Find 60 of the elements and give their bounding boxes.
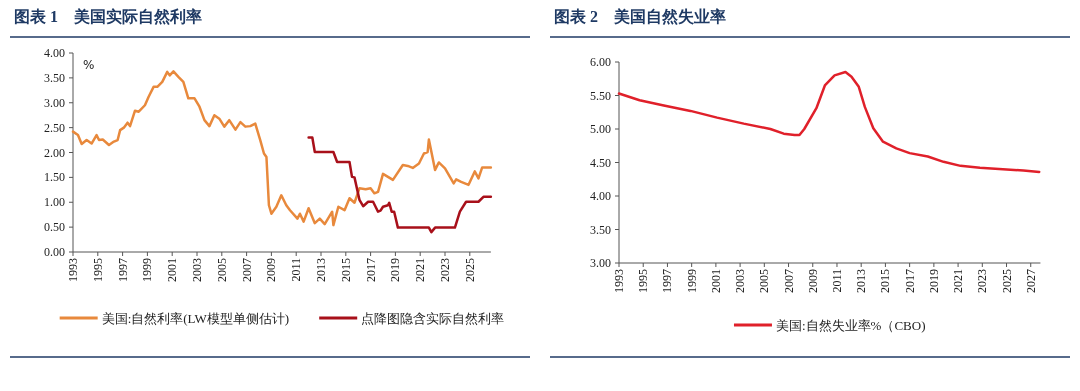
x-tick-label: 2001 [165, 258, 180, 282]
x-tick-label: 2005 [214, 258, 229, 282]
x-tick-label: 2011 [289, 258, 304, 282]
y-tick-label: 1.00 [44, 195, 65, 210]
y-tick-label: 4.00 [44, 46, 65, 60]
y-tick-label: 5.50 [590, 88, 611, 103]
line-series [617, 70, 1041, 174]
x-tick-label: 1995 [636, 269, 651, 293]
x-tick-label: 2003 [733, 269, 748, 293]
x-tick-label: 2017 [363, 258, 378, 282]
y-tick-label: 3.50 [44, 70, 65, 85]
x-tick-label: 2009 [805, 269, 820, 293]
x-tick-label: 2019 [388, 258, 403, 282]
y-tick-label: 0.50 [44, 220, 65, 235]
x-tick-label: 2021 [951, 269, 966, 293]
y-tick-label: 3.50 [590, 222, 611, 237]
legend-label: 点降图隐含实际自然利率 [361, 311, 505, 326]
x-tick-label: 2011 [829, 269, 844, 293]
x-tick-label: 2013 [854, 269, 869, 293]
x-tick-label: 2007 [239, 258, 254, 282]
x-tick-label: 2025 [999, 269, 1014, 293]
y-tick-label: 3.00 [44, 95, 65, 110]
x-tick-label: 2023 [975, 269, 990, 293]
x-tick-label: 2023 [438, 258, 452, 282]
x-tick-label: 2007 [781, 269, 796, 293]
y-tick-label: 6.00 [590, 55, 611, 69]
y-axis-title: % [83, 58, 95, 72]
legend-label: 美国:自然失业率%（CBO) [775, 318, 926, 333]
x-tick-label: 2015 [878, 269, 893, 293]
x-tick-label: 2017 [902, 269, 917, 293]
y-tick-label: 5.00 [590, 122, 611, 136]
x-tick-label: 1999 [684, 269, 699, 293]
x-tick-label: 2001 [708, 269, 723, 293]
x-tick-label: 1995 [90, 258, 105, 282]
chart-title: 图表 2 美国自然失业率 [554, 7, 726, 26]
legend-label: 美国:自然利率(LW模型单侧估计) [101, 311, 290, 326]
y-tick-label: 4.00 [590, 189, 611, 203]
x-tick-label: 2005 [757, 269, 772, 293]
y-tick-label: 4.50 [590, 155, 611, 170]
x-tick-label: 1997 [115, 258, 130, 282]
y-tick-label: 2.00 [44, 145, 65, 160]
x-tick-label: 1999 [140, 258, 155, 282]
x-tick-label: 1993 [66, 258, 80, 282]
y-tick-label: 2.50 [44, 120, 65, 135]
line-series [307, 136, 493, 234]
y-tick-label: 3.00 [590, 256, 611, 270]
x-tick-label: 2025 [462, 258, 477, 282]
x-tick-label: 2021 [413, 258, 428, 282]
x-tick-label: 1993 [612, 269, 626, 293]
x-tick-label: 2009 [264, 258, 279, 282]
chart-title: 图表 1 美国实际自然利率 [14, 7, 202, 26]
x-tick-label: 2013 [314, 258, 328, 282]
x-tick-label: 2019 [926, 269, 941, 293]
line-series [71, 70, 493, 227]
x-tick-label: 2027 [1023, 269, 1038, 293]
x-tick-label: 2003 [190, 258, 204, 282]
x-tick-label: 1997 [660, 269, 675, 293]
x-tick-label: 2015 [338, 258, 353, 282]
y-tick-label: 1.50 [44, 170, 65, 185]
y-tick-label: 0.00 [44, 245, 65, 259]
